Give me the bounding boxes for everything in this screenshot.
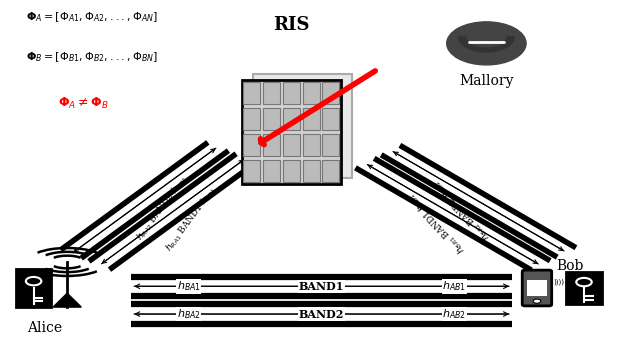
Bar <box>283 82 300 104</box>
Text: $h_{AB2}$: $h_{AB2}$ <box>442 307 467 321</box>
Bar <box>263 134 280 156</box>
Circle shape <box>533 299 541 303</box>
Circle shape <box>447 22 526 65</box>
Bar <box>243 134 260 156</box>
Wedge shape <box>459 37 514 52</box>
Text: $\mathbf{\Phi}_A \neq \mathbf{\Phi}_B$: $\mathbf{\Phi}_A \neq \mathbf{\Phi}_B$ <box>58 95 108 111</box>
Text: Mallory: Mallory <box>459 74 514 87</box>
Text: $h_{RA1}$ BAND1 $h_{AR1}$: $h_{RA1}$ BAND1 $h_{AR1}$ <box>163 184 219 254</box>
Polygon shape <box>253 74 352 178</box>
Bar <box>527 280 547 296</box>
Text: )))): )))) <box>553 278 564 285</box>
Bar <box>303 134 319 156</box>
Text: BAND1: BAND1 <box>299 281 344 292</box>
Bar <box>303 108 319 130</box>
Text: BAND2: BAND2 <box>299 308 344 320</box>
Bar <box>323 160 339 182</box>
Bar <box>323 134 339 156</box>
Text: Bob: Bob <box>556 259 583 273</box>
Text: $h_{RA2}$ BAND2 $h_{AR2}$: $h_{RA2}$ BAND2 $h_{AR2}$ <box>134 172 191 243</box>
Text: $h_{BR1}$ BAND1 $h_{RB1}$: $h_{BR1}$ BAND1 $h_{RB1}$ <box>405 190 468 255</box>
Bar <box>303 82 319 104</box>
Bar <box>263 108 280 130</box>
Bar <box>283 134 300 156</box>
Bar <box>16 269 51 307</box>
Bar <box>323 108 339 130</box>
Bar <box>243 160 260 182</box>
Text: $\mathbf{\Phi}_B = [\Phi_{B1}, \Phi_{B2}, ..., \Phi_{BN}]$: $\mathbf{\Phi}_B = [\Phi_{B1}, \Phi_{B2}… <box>26 50 157 64</box>
Text: $h_{BA1}$: $h_{BA1}$ <box>177 279 201 293</box>
Bar <box>263 160 280 182</box>
Bar <box>283 160 300 182</box>
FancyBboxPatch shape <box>522 270 552 306</box>
Bar <box>323 82 339 104</box>
Text: $h_{BR2}$ BAND2 $h_{RB2}$: $h_{BR2}$ BAND2 $h_{RB2}$ <box>431 177 493 242</box>
Polygon shape <box>242 80 340 184</box>
Bar <box>263 82 280 104</box>
Bar <box>283 108 300 130</box>
Polygon shape <box>53 293 81 307</box>
Bar <box>243 108 260 130</box>
Text: $h_{AB1}$: $h_{AB1}$ <box>442 279 467 293</box>
Bar <box>303 160 319 182</box>
Text: Alice: Alice <box>28 321 62 335</box>
Text: RIS: RIS <box>273 16 310 34</box>
Text: $h_{BA2}$: $h_{BA2}$ <box>177 307 201 321</box>
Text: $\mathbf{\Phi}_A = [\Phi_{A1}, \Phi_{A2}, ..., \Phi_{AN}]$: $\mathbf{\Phi}_A = [\Phi_{A1}, \Phi_{A2}… <box>26 10 157 24</box>
Bar <box>243 82 260 104</box>
Bar <box>566 271 602 305</box>
